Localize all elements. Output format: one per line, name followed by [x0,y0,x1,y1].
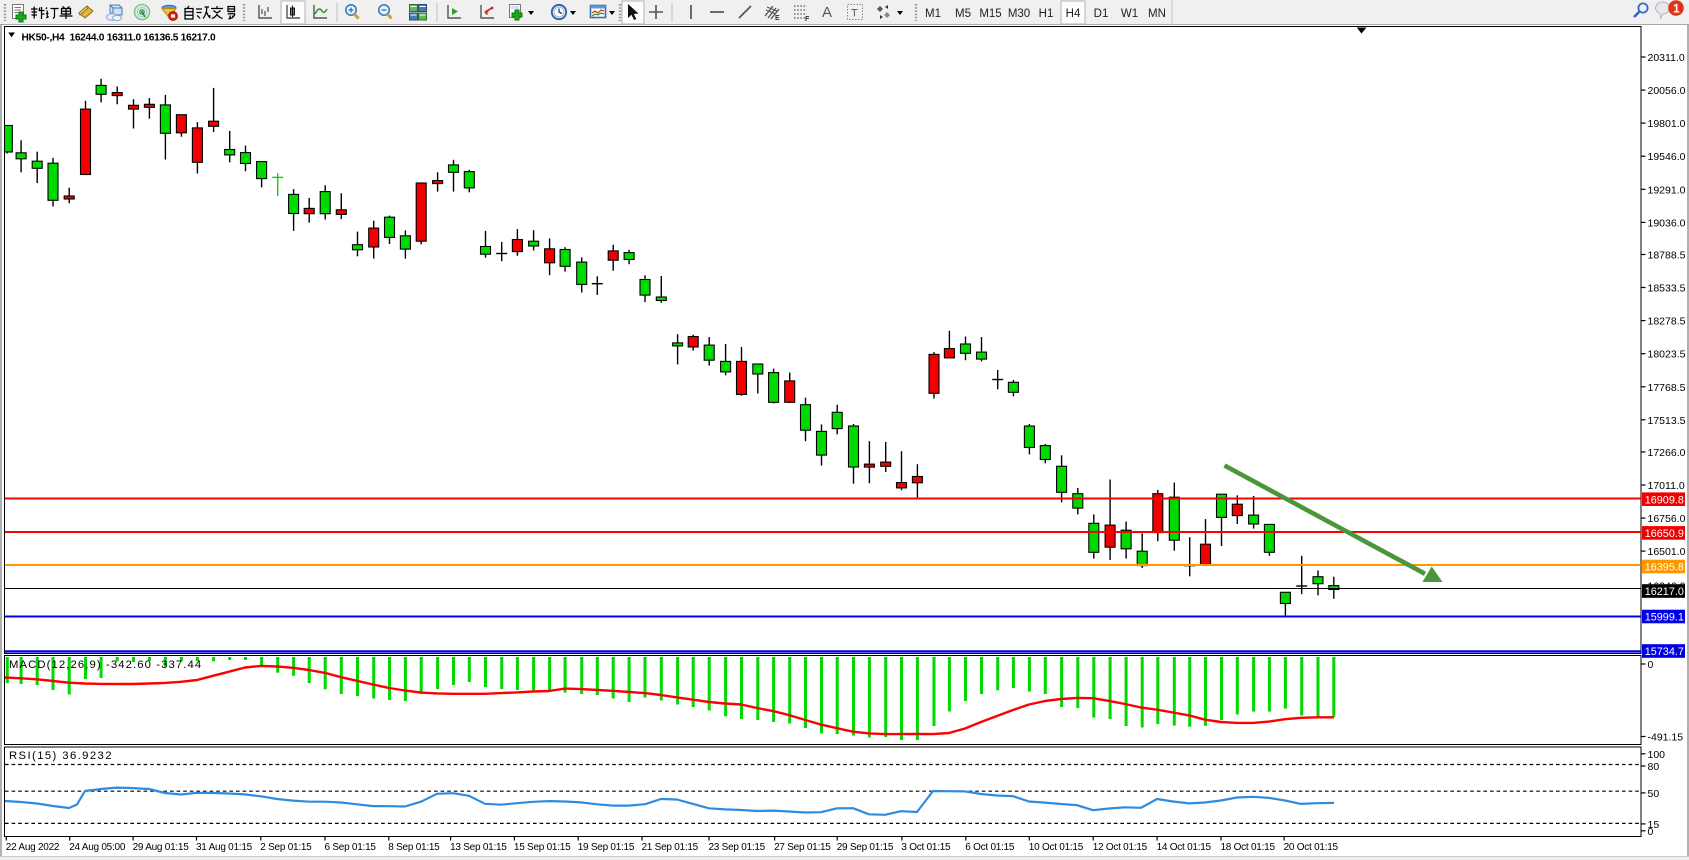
svg-text:M30: M30 [1008,8,1030,20]
svg-text:H1: H1 [1039,8,1054,20]
svg-text:18023.5: 18023.5 [1648,349,1686,361]
svg-text:18278.5: 18278.5 [1648,316,1686,328]
svg-text:MN: MN [1148,8,1166,20]
svg-text:21 Sep 01:15: 21 Sep 01:15 [642,842,699,853]
svg-text:10 Oct 01:15: 10 Oct 01:15 [1029,842,1084,853]
svg-text:F: F [805,16,810,23]
svg-text:31 Aug 01:15: 31 Aug 01:15 [196,842,253,853]
svg-text:HK50-,H4 16244.0 16311.0 1613: HK50-,H4 16244.0 16311.0 16136.5 16217.0 [22,33,217,44]
svg-text:6 Oct 01:15: 6 Oct 01:15 [965,842,1015,853]
svg-text:18533.5: 18533.5 [1648,283,1686,295]
svg-text:16395.8: 16395.8 [1645,562,1684,574]
svg-text:18 Oct 01:15: 18 Oct 01:15 [1221,842,1276,853]
svg-text:16217.0: 16217.0 [1645,586,1684,598]
svg-text:H4: H4 [1066,8,1081,20]
svg-text:T: T [851,8,858,20]
svg-text:1: 1 [1673,2,1680,16]
svg-text:12 Oct 01:15: 12 Oct 01:15 [1093,842,1148,853]
svg-text:M1: M1 [925,8,941,20]
svg-text:23 Sep 01:15: 23 Sep 01:15 [709,842,766,853]
svg-text:27 Sep 01:15: 27 Sep 01:15 [774,842,831,853]
svg-text:MACD(12,26,9) -342.60 -337.44: MACD(12,26,9) -342.60 -337.44 [9,659,202,671]
svg-text:17266.0: 17266.0 [1648,447,1686,459]
svg-text:0: 0 [1648,659,1654,671]
svg-text:100: 100 [1648,749,1666,761]
svg-text:29 Sep 01:15: 29 Sep 01:15 [837,842,894,853]
svg-text:15 Sep 01:15: 15 Sep 01:15 [514,842,571,853]
svg-text:13 Sep 01:15: 13 Sep 01:15 [450,842,507,853]
svg-text:17768.5: 17768.5 [1648,382,1686,394]
svg-text:-491.15: -491.15 [1648,732,1684,744]
svg-text:A: A [822,4,832,21]
svg-text:2 Sep 01:15: 2 Sep 01:15 [260,842,312,853]
svg-text:E: E [775,15,780,22]
svg-text:0: 0 [1648,826,1654,838]
svg-text:80: 80 [1648,761,1660,773]
svg-text:17513.5: 17513.5 [1648,415,1686,427]
svg-text:8 Sep 01:15: 8 Sep 01:15 [388,842,440,853]
svg-text:17011.0: 17011.0 [1648,480,1685,492]
svg-text:15999.1: 15999.1 [1645,612,1684,624]
svg-text:20 Oct 01:15: 20 Oct 01:15 [1284,842,1339,853]
svg-text:15: 15 [1648,819,1660,831]
svg-text:16650.9: 16650.9 [1645,528,1684,540]
svg-text:22 Aug 2022: 22 Aug 2022 [6,842,60,853]
svg-text:6 Sep 01:15: 6 Sep 01:15 [325,842,377,853]
svg-text:16501.0: 16501.0 [1648,546,1686,558]
svg-text:M15: M15 [979,8,1001,20]
svg-text:18788.5: 18788.5 [1648,250,1686,262]
svg-text:3 Oct 01:15: 3 Oct 01:15 [901,842,951,853]
svg-text:19291.0: 19291.0 [1648,184,1686,196]
svg-text:19036.0: 19036.0 [1648,217,1686,229]
svg-text:D1: D1 [1094,8,1109,20]
svg-text:W1: W1 [1121,8,1138,20]
svg-text:14 Oct 01:15: 14 Oct 01:15 [1157,842,1212,853]
svg-text:16756.0: 16756.0 [1648,513,1686,525]
svg-text:M5: M5 [955,8,971,20]
svg-text:19546.0: 19546.0 [1648,151,1686,163]
svg-text:15734.7: 15734.7 [1645,646,1684,658]
svg-text:19801.0: 19801.0 [1648,118,1686,130]
svg-text:29 Aug 01:15: 29 Aug 01:15 [133,842,190,853]
svg-text:RSI(15) 36.9232: RSI(15) 36.9232 [9,750,113,762]
svg-text:19 Sep 01:15: 19 Sep 01:15 [578,842,635,853]
svg-text:20056.0: 20056.0 [1648,85,1686,97]
svg-text:20311.0: 20311.0 [1648,52,1685,64]
svg-text:24 Aug 05:00: 24 Aug 05:00 [69,842,126,853]
svg-text:16909.8: 16909.8 [1645,494,1684,506]
svg-text:50: 50 [1648,788,1660,800]
